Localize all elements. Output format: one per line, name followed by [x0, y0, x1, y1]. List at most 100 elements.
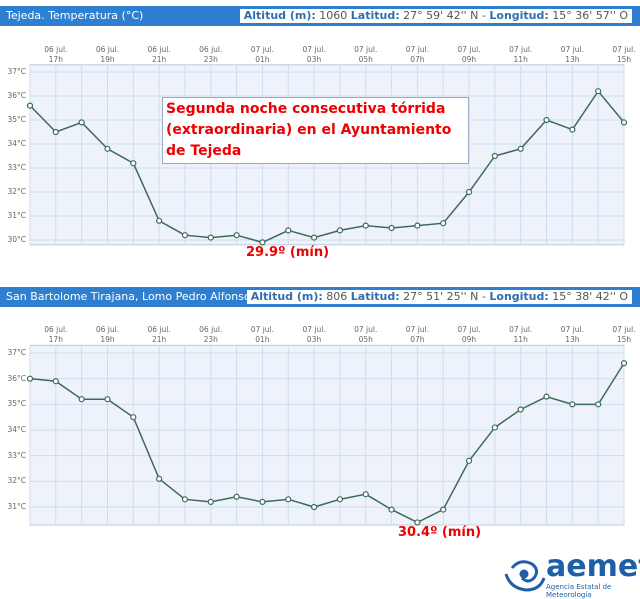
point	[465, 188, 473, 196]
info-value: 15° 38' 42'' O	[552, 290, 628, 303]
point	[78, 396, 85, 403]
x-tick-label: 07 jul. 01h	[250, 325, 275, 345]
point	[285, 227, 292, 234]
y-tick-label: 30°C	[7, 235, 26, 244]
min-label: 30.4º (mín)	[398, 525, 482, 540]
point	[104, 145, 111, 152]
point	[491, 152, 498, 160]
point	[310, 234, 318, 241]
point	[259, 239, 266, 246]
info-label: Latitud:	[350, 9, 400, 22]
x-tick-label: 06 jul. 23h	[199, 325, 223, 345]
station-info: Altitud (m): 806 Latitud: 27° 51' 25'' N…	[246, 290, 632, 304]
x-tick-label: 06 jul. 19h	[95, 44, 120, 64]
point	[543, 393, 550, 400]
x-tick-label: 07 jul. 05h	[354, 325, 378, 345]
point	[181, 232, 189, 239]
y-tick-label: 37°C	[7, 348, 26, 357]
point	[156, 475, 163, 482]
y-tick-label: 35°C	[7, 115, 26, 124]
point	[465, 457, 473, 464]
x-tick-label: 07 jul. 15h	[612, 44, 636, 64]
point	[259, 498, 266, 505]
point	[207, 234, 214, 241]
point	[310, 503, 318, 511]
y-tick-label: 36°C	[7, 373, 26, 383]
point	[52, 128, 59, 136]
x-tick-label: 07 jul. 13h	[560, 44, 584, 64]
x-tick-label: 07 jul. 13h	[560, 325, 584, 345]
y-tick-label: 34°C	[7, 139, 26, 148]
point	[440, 506, 447, 513]
point	[336, 227, 344, 234]
point	[517, 145, 524, 152]
point	[362, 491, 369, 498]
point	[620, 360, 628, 367]
point	[517, 406, 524, 413]
y-tick-label: 33°C	[7, 450, 26, 460]
x-tick-label: 06 jul. 17h	[44, 325, 68, 345]
x-tick-label: 07 jul. 05h	[354, 44, 378, 64]
line	[29, 89, 625, 244]
point	[414, 222, 421, 229]
point	[26, 102, 34, 109]
x-tick-label: 06 jul. 21h	[147, 44, 171, 64]
point	[156, 217, 163, 224]
point	[130, 414, 137, 421]
point	[336, 496, 344, 503]
x-tick-label: 07 jul. 09h	[457, 325, 481, 345]
info-value: 1060	[319, 9, 348, 22]
min-label: 29.9º (mín)	[246, 245, 330, 260]
plot-area	[29, 344, 625, 526]
info-value: 27° 51' 25'' N -	[403, 290, 486, 303]
info-label: Altitud (m):	[250, 290, 323, 303]
x-tick-label: 07 jul. 03h	[302, 325, 326, 345]
logo-text: aemet	[546, 549, 640, 584]
point	[569, 401, 576, 408]
info-label: Longitud:	[489, 9, 549, 22]
x-tick-label: 07 jul. 01h	[250, 44, 275, 64]
point	[388, 224, 395, 232]
agency-name: Agencia Estatal de Meteorología	[546, 583, 612, 599]
point	[233, 232, 240, 239]
x-tick-label: 07 jul. 07h	[405, 325, 429, 345]
y-tick-label: 31°C	[7, 502, 26, 512]
point	[181, 496, 189, 503]
info-label: Latitud:	[350, 290, 400, 303]
info-label: Longitud:	[489, 290, 549, 303]
point	[491, 424, 498, 431]
y-tick-label: 35°C	[7, 399, 26, 409]
x-tick-label: 06 jul. 17h	[44, 44, 68, 64]
line	[29, 362, 625, 524]
info-value: 15° 36' 57'' O	[552, 9, 628, 22]
point	[620, 119, 628, 126]
point	[285, 496, 292, 503]
info-value: 27° 59' 42'' N -	[403, 9, 486, 22]
point	[52, 378, 59, 385]
x-tick-label: 07 jul. 11h	[509, 325, 533, 345]
x-tick-label: 06 jul. 23h	[199, 44, 223, 64]
y-tick-label: 32°C	[7, 187, 26, 196]
x-tick-label: 06 jul. 19h	[95, 325, 120, 345]
x-tick-label: 07 jul. 09h	[457, 44, 481, 64]
x-tick-label: 07 jul. 07h	[405, 44, 429, 64]
info-value: 806	[326, 290, 348, 303]
point	[440, 220, 447, 227]
x-tick-label: 07 jul. 15h	[612, 325, 636, 345]
point	[595, 88, 602, 95]
y-tick-label: 34°C	[7, 425, 26, 435]
x-tick-label: 07 jul. 03h	[302, 44, 326, 64]
y-tick-label: 32°C	[7, 476, 26, 486]
x-tick-label: 07 jul. 11h	[509, 44, 533, 64]
y-tick-label: 31°C	[7, 211, 26, 220]
point	[414, 519, 421, 526]
point	[207, 498, 214, 505]
point	[26, 375, 34, 382]
point	[233, 493, 240, 500]
y-tick-label: 33°C	[7, 163, 26, 172]
station-info: Altitud (m): 1060 Latitud: 27° 59' 42'' …	[239, 9, 632, 23]
info-label: Altitud (m):	[243, 9, 316, 22]
point	[130, 160, 137, 167]
point	[78, 119, 85, 126]
